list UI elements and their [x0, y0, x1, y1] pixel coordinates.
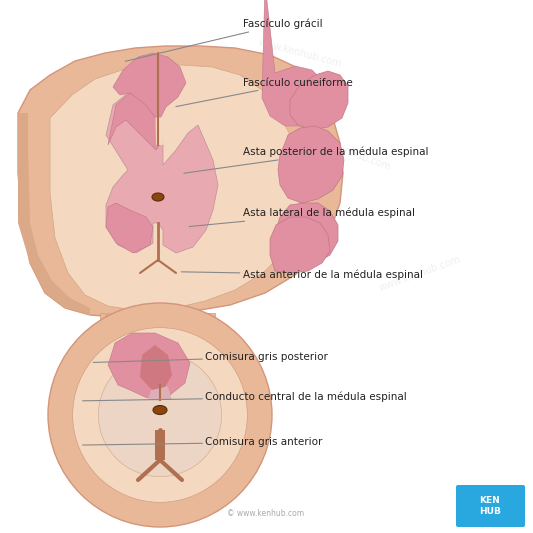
Polygon shape [140, 345, 172, 390]
Text: Comisura gris anterior: Comisura gris anterior [83, 438, 322, 447]
Polygon shape [155, 93, 163, 145]
Text: KEN
HUB: KEN HUB [479, 496, 501, 516]
Polygon shape [290, 71, 348, 130]
Ellipse shape [152, 193, 164, 201]
Polygon shape [175, 313, 215, 473]
Ellipse shape [153, 406, 167, 415]
Text: www.kenhub.com: www.kenhub.com [90, 67, 170, 119]
Polygon shape [148, 383, 172, 400]
Text: www.kenhub.com: www.kenhub.com [160, 357, 240, 409]
Text: www.kenhub.com: www.kenhub.com [257, 37, 343, 69]
Polygon shape [106, 93, 218, 253]
Polygon shape [50, 65, 300, 311]
Text: Conducto central de la médula espinal: Conducto central de la médula espinal [83, 392, 407, 402]
Polygon shape [276, 203, 338, 265]
Circle shape [99, 353, 222, 477]
Polygon shape [278, 126, 344, 203]
FancyBboxPatch shape [456, 485, 525, 527]
Polygon shape [18, 113, 90, 315]
Circle shape [72, 328, 247, 503]
Polygon shape [108, 93, 161, 150]
Polygon shape [262, 0, 328, 126]
Text: Asta lateral de la médula espinal: Asta lateral de la médula espinal [189, 208, 415, 227]
Text: © www.kenhub.com: © www.kenhub.com [228, 509, 304, 518]
Polygon shape [18, 46, 343, 318]
Text: www.kenhub.com: www.kenhub.com [308, 134, 392, 173]
Polygon shape [106, 203, 153, 253]
Text: Comisura gris posterior: Comisura gris posterior [93, 352, 328, 362]
Circle shape [48, 303, 272, 527]
Polygon shape [105, 313, 120, 473]
Text: www.kenhub.com: www.kenhub.com [378, 254, 462, 293]
Text: Fascículo cuneiforme: Fascículo cuneiforme [176, 78, 352, 107]
Text: Asta anterior de la médula espinal: Asta anterior de la médula espinal [181, 269, 423, 280]
Text: Asta posterior de la médula espinal: Asta posterior de la médula espinal [184, 147, 428, 173]
Polygon shape [270, 217, 330, 273]
Polygon shape [108, 333, 190, 400]
Polygon shape [113, 53, 186, 117]
Text: www.kenhub.com: www.kenhub.com [39, 220, 121, 266]
Polygon shape [155, 430, 165, 460]
Text: ©: © [194, 386, 206, 400]
Polygon shape [100, 313, 138, 473]
Text: Fascículo grácil: Fascículo grácil [125, 19, 322, 61]
